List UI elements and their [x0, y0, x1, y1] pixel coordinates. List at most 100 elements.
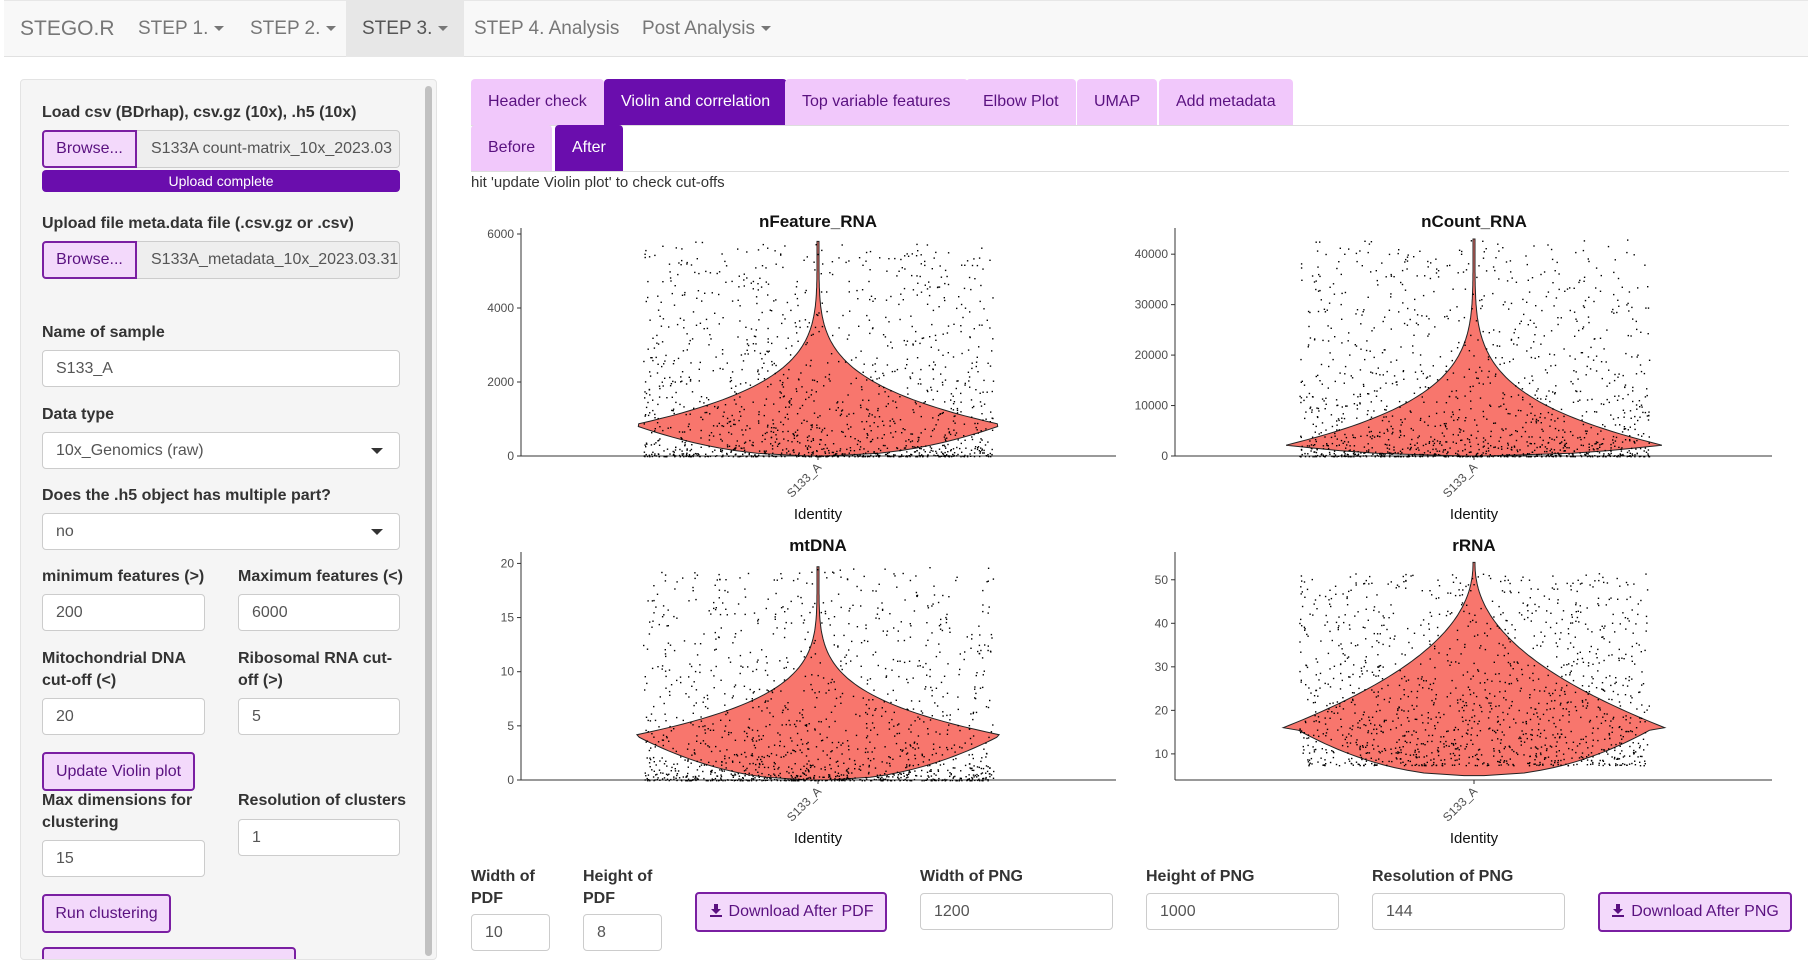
- sample-input[interactable]: S133_A: [42, 350, 400, 387]
- x-tick-label: S133_A: [784, 784, 824, 824]
- y-tick-label: 20: [1155, 703, 1169, 717]
- sidebar-scrollbar[interactable]: [425, 86, 432, 956]
- subtab-before[interactable]: Before: [471, 125, 553, 171]
- wpng-input[interactable]: 1200: [920, 893, 1113, 930]
- violin-plot-rrna: rRNA 10 20 30 40 50 S133_A Identity: [1155, 536, 1772, 847]
- nav-step3-label: STEP 3.: [362, 18, 433, 39]
- sidebar-panel: Load csv (BDrhap), csv.gz (10x), .h5 (10…: [20, 79, 437, 960]
- tab-header-check[interactable]: Header check: [471, 79, 604, 125]
- meta-label: Upload file meta.data file (.csv.gz or .…: [42, 215, 354, 232]
- meta-file-name: S133A_metadata_10x_2023.03.31: [137, 241, 400, 279]
- y-tick-label: 40: [1155, 616, 1169, 630]
- tab-top-variable[interactable]: Top variable features: [785, 79, 968, 125]
- nav-post-analysis[interactable]: Post Analysis: [626, 1, 787, 57]
- tab-umap[interactable]: UMAP: [1077, 79, 1158, 125]
- download-pdf-label: Download After PDF: [728, 903, 874, 920]
- y-tick-label: 6000: [487, 227, 514, 241]
- caret-down-icon: [761, 26, 771, 32]
- load-label: Load csv (BDrhap), csv.gz (10x), .h5 (10…: [42, 104, 357, 121]
- cell-points: [1299, 573, 1650, 767]
- caret-down-icon: [326, 26, 337, 32]
- tab-elbow[interactable]: Elbow Plot: [966, 79, 1076, 125]
- maxdim-input[interactable]: 15: [42, 840, 205, 877]
- y-tick-label: 0: [507, 773, 514, 787]
- y-tick-label: 2000: [487, 375, 514, 389]
- brand[interactable]: STEGO.R: [20, 17, 115, 40]
- y-tick-label: 20: [501, 556, 515, 570]
- count-file-name: S133A count-matrix_10x_2023.03: [137, 130, 400, 168]
- nav-step2[interactable]: STEP 2.: [234, 1, 352, 57]
- subtab-divider: [471, 171, 1789, 172]
- maxdim-label: Max dimensions for clustering: [42, 792, 193, 831]
- run-clustering-button[interactable]: Run clustering: [42, 894, 171, 933]
- minfeat-label: minimum features (>): [42, 568, 205, 585]
- wpdf-label: Width of PDF: [471, 868, 535, 907]
- rpng-input[interactable]: 144: [1372, 893, 1565, 930]
- y-tick-label: 10000: [1135, 399, 1169, 413]
- hpng-input[interactable]: 1000: [1146, 893, 1339, 930]
- plot-title: rRNA: [1452, 536, 1495, 555]
- browse-count-button[interactable]: Browse...: [42, 130, 137, 168]
- tab-divider: [471, 125, 1789, 126]
- upload-progress-bar: Upload complete: [42, 170, 400, 192]
- y-tick-label: 10: [1155, 747, 1169, 761]
- download-icon: [1612, 904, 1625, 917]
- plot-title: nFeature_RNA: [759, 212, 877, 231]
- wpdf-input[interactable]: 10: [471, 914, 550, 951]
- nav-step2-label: STEP 2.: [250, 18, 321, 39]
- y-tick-label: 30: [1155, 660, 1169, 674]
- violin-shape: [635, 566, 1001, 781]
- download-png-button[interactable]: Download After PNG: [1598, 892, 1792, 932]
- maxfeat-input[interactable]: 6000: [238, 594, 400, 631]
- dtype-select[interactable]: 10x_Genomics (raw): [42, 432, 400, 469]
- download-png-label: Download After PNG: [1631, 903, 1779, 920]
- sample-label: Name of sample: [42, 324, 165, 341]
- y-tick-label: 30000: [1135, 298, 1169, 312]
- dtype-label: Data type: [42, 406, 115, 423]
- download-icon: [709, 904, 722, 917]
- violin-plot-nfeature: nFeature_RNA 0 2000 4000 6000 S133_A Identity: [487, 212, 1116, 523]
- y-tick-label: 0: [507, 449, 514, 463]
- violin-plot-mtdna: mtDNA 0 5 10 15 20 S133_A Identity: [501, 536, 1116, 847]
- violin-shape: [1281, 561, 1667, 777]
- nav-step3[interactable]: STEP 3.: [346, 1, 465, 57]
- minfeat-input[interactable]: 200: [42, 594, 205, 631]
- y-tick-label: 4000: [487, 301, 514, 315]
- violin-hint: hit 'update Violin plot' to check cut-of…: [471, 174, 725, 191]
- rpng-label: Resolution of PNG: [1372, 868, 1514, 885]
- y-tick-label: 40000: [1135, 247, 1169, 261]
- dtype-value: 10x_Genomics (raw): [56, 442, 204, 459]
- rb-input[interactable]: 5: [238, 698, 400, 735]
- download-pdf-button[interactable]: Download After PDF: [695, 892, 887, 932]
- multi-value: no: [56, 523, 74, 540]
- update-violin-button[interactable]: Update Violin plot: [42, 752, 195, 791]
- mt-label: Mitochondrial DNA cut-off (<): [42, 650, 186, 689]
- violin-shape: [637, 240, 999, 457]
- cell-points: [643, 241, 995, 458]
- violin-plot-ncount: nCount_RNA 0 10000 20000 30000 40000 S133_A Ide…: [1135, 212, 1772, 523]
- multi-label: Does the .h5 object has multiple part?: [42, 487, 331, 504]
- browse-meta-button[interactable]: Browse...: [42, 241, 137, 279]
- plot-title: nCount_RNA: [1421, 212, 1527, 231]
- hpdf-input[interactable]: 8: [583, 914, 662, 951]
- mt-input[interactable]: 20: [42, 698, 205, 735]
- violin-shape: [1285, 238, 1663, 457]
- tab-violin[interactable]: Violin and correlation: [604, 79, 788, 125]
- sidebar-next-button[interactable]: [42, 947, 296, 959]
- nav-step1-label: STEP 1.: [138, 18, 209, 39]
- y-tick-label: 5: [507, 719, 514, 733]
- y-tick-label: 50: [1155, 573, 1169, 587]
- x-axis-label: Identity: [794, 830, 843, 847]
- select-caret-icon: [371, 448, 383, 454]
- nav-step4[interactable]: STEP 4. Analysis: [474, 18, 620, 39]
- nav-step1[interactable]: STEP 1.: [122, 1, 240, 57]
- subtab-after[interactable]: After: [555, 125, 623, 171]
- multi-select[interactable]: no: [42, 513, 400, 550]
- cell-points: [1299, 239, 1651, 458]
- tab-add-metadata[interactable]: Add metadata: [1159, 79, 1293, 125]
- maxfeat-label: Maximum features (<): [238, 568, 403, 585]
- res-input[interactable]: 1: [238, 819, 400, 856]
- hpdf-label: Height of PDF: [583, 868, 653, 907]
- y-tick-label: 10: [501, 665, 515, 679]
- select-caret-icon: [371, 529, 383, 535]
